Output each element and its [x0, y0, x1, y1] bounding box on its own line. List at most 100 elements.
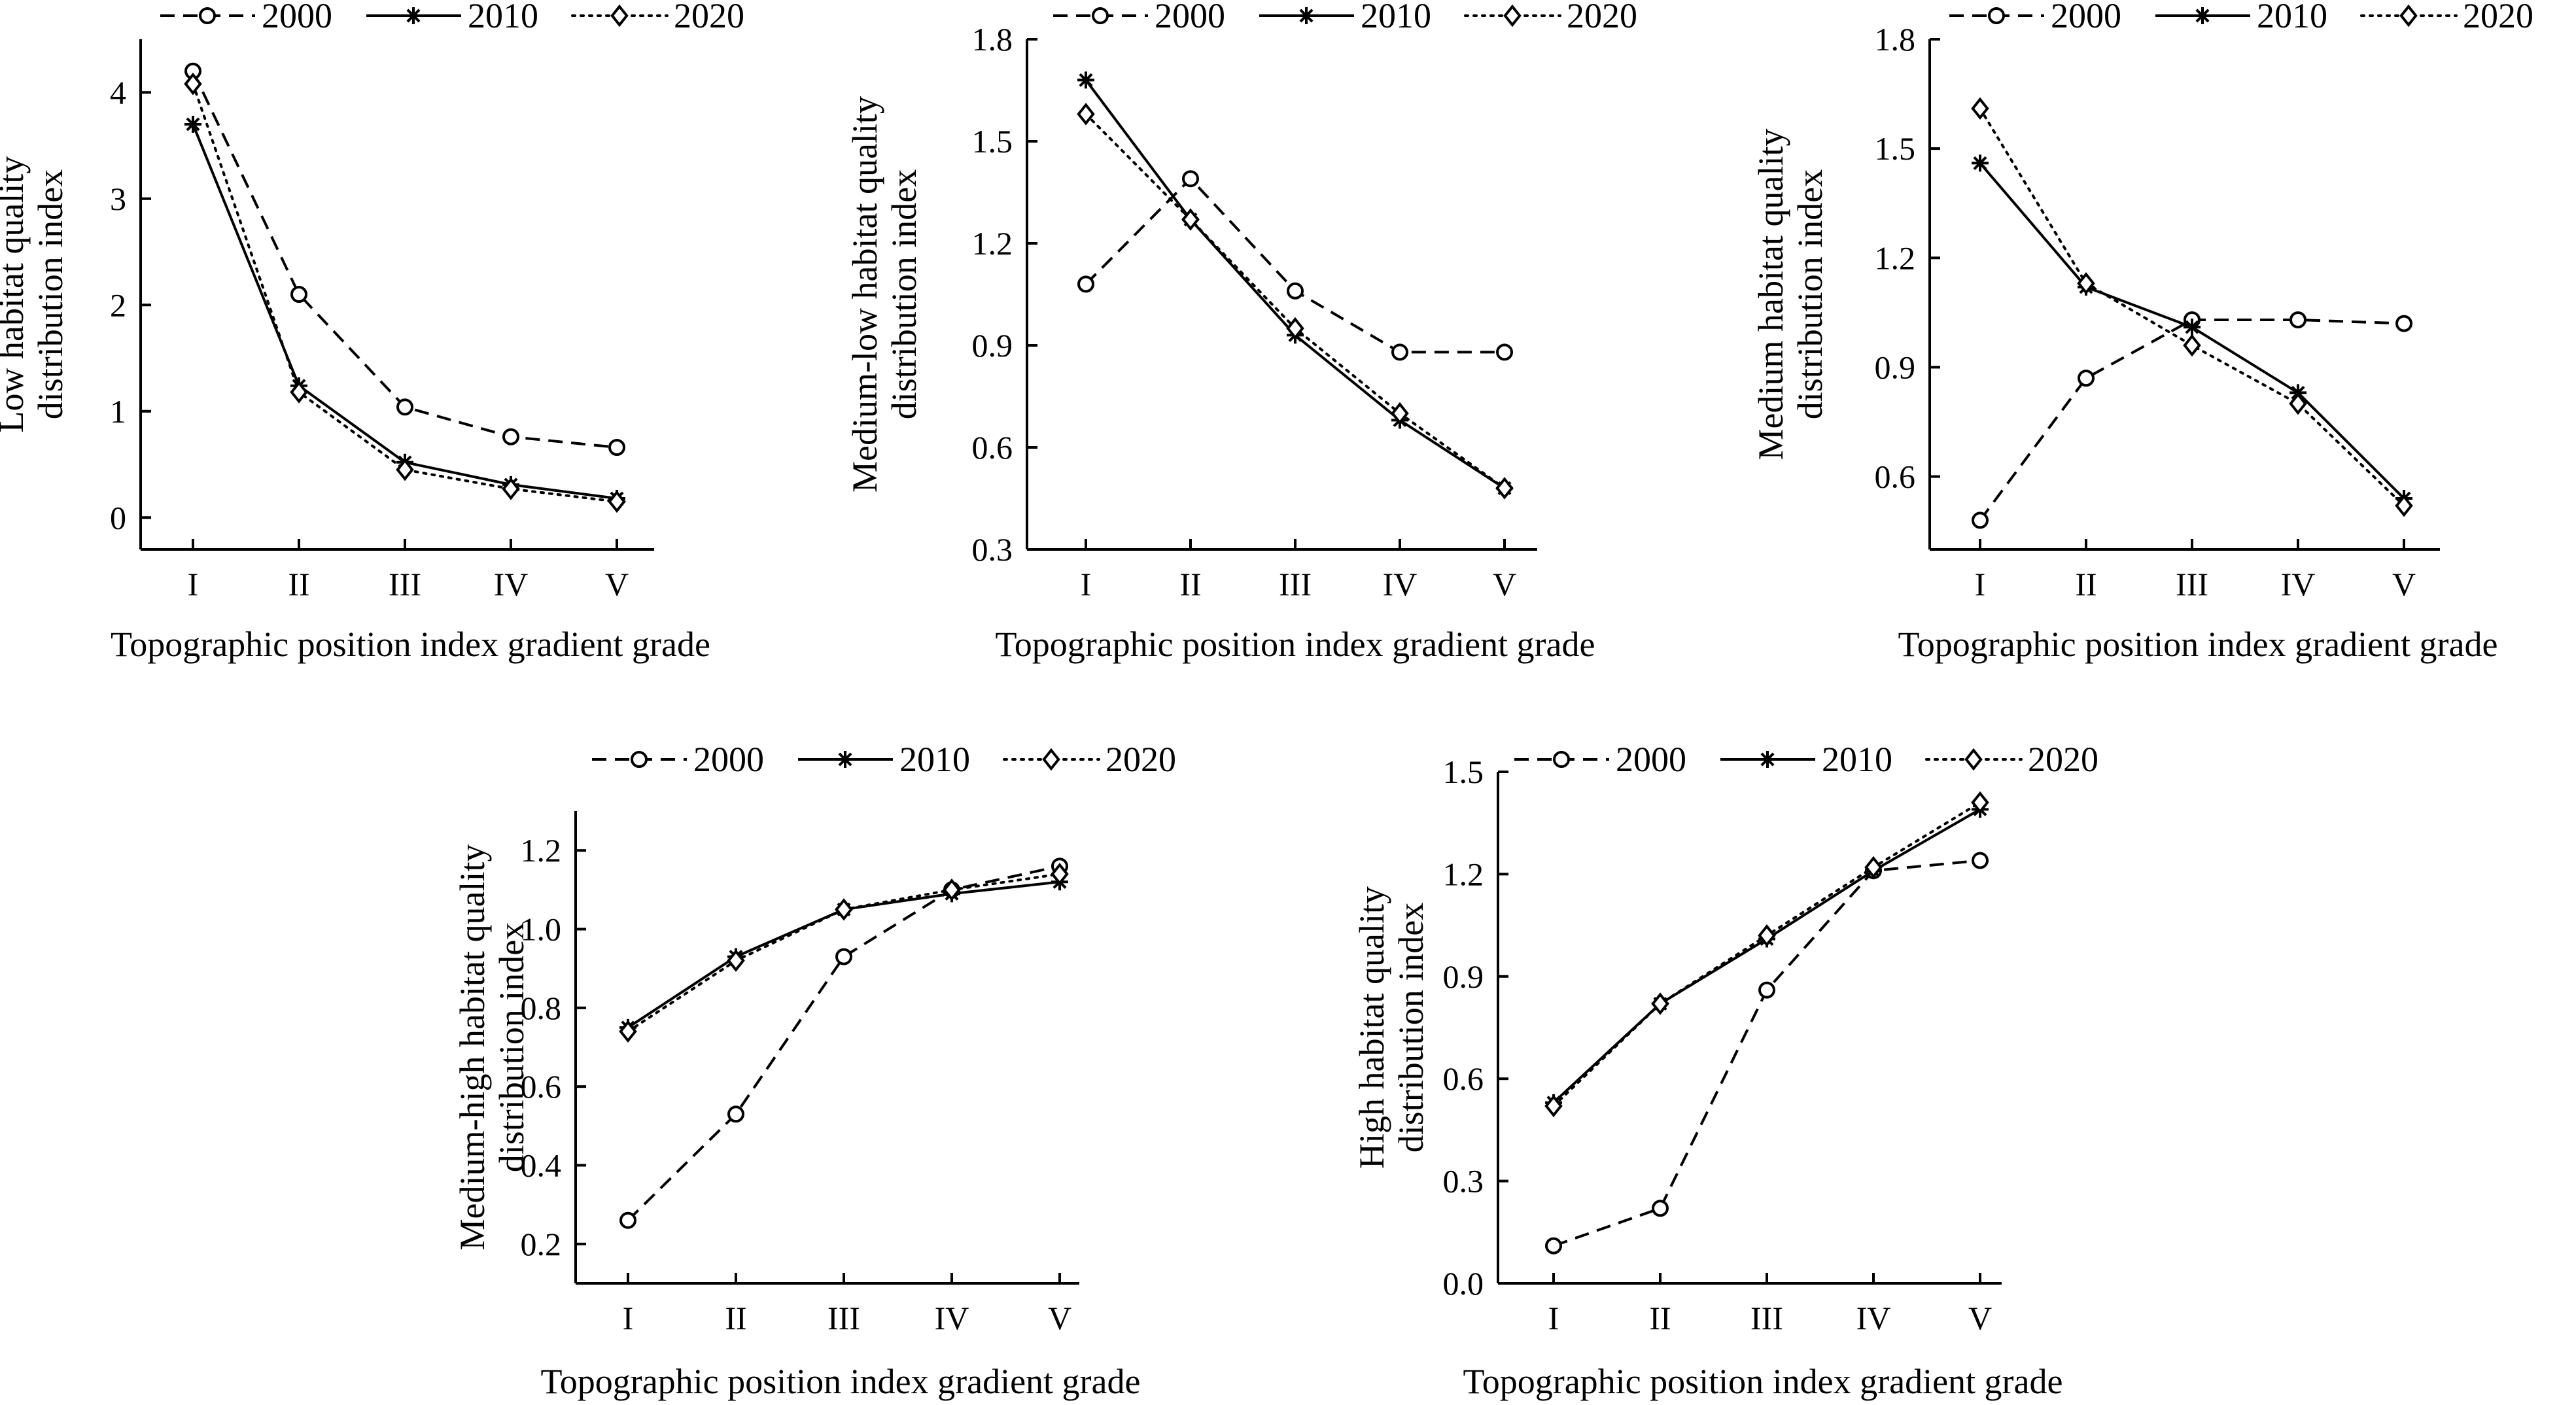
legend-marker-2010	[1298, 7, 1315, 24]
x-tick-label: V	[1048, 1300, 1071, 1336]
x-tick-label: II	[1179, 566, 1201, 602]
data-point-2020	[2077, 272, 2095, 295]
x-tick-label: V	[605, 566, 629, 602]
y-tick-label: 0.8	[521, 990, 562, 1026]
data-point-2000	[619, 1211, 636, 1229]
y-tick-label: 2	[110, 286, 126, 323]
x-tick-label: I	[1081, 566, 1092, 602]
y-tick-label: 0.9	[1443, 958, 1484, 995]
y-axis-title: Medium-high habitat qualitydistribution …	[453, 844, 531, 1251]
x-tick-label: I	[1548, 1300, 1559, 1336]
data-point-2000	[1758, 981, 1775, 999]
data-point-2000	[1652, 1200, 1669, 1217]
data-point-2000	[2078, 370, 2095, 387]
y-axis-title-line: Medium-low habitat quality	[845, 96, 884, 493]
y-tick-label: 1	[110, 393, 126, 430]
series-line-2000	[1553, 859, 1981, 1247]
series-2020	[1544, 791, 1989, 1118]
x-axis-title: Topographic position index gradient grad…	[111, 625, 710, 664]
data-point-2000	[1077, 275, 1094, 293]
y-tick-label: 1.2	[521, 832, 562, 869]
y-tick-label: 0	[110, 499, 126, 536]
data-point-2020	[396, 458, 414, 481]
y-tick-label: 0.9	[972, 327, 1013, 364]
legend-marker-2000	[199, 7, 216, 24]
series-2020	[184, 73, 626, 513]
x-tick-label: V	[1968, 1300, 1992, 1336]
series-line-2020	[1552, 801, 1981, 1107]
x-tick-label: III	[1279, 566, 1312, 602]
x-axis-title: Topographic position index gradient grad…	[1463, 1362, 2063, 1401]
data-point-2020	[1544, 1094, 1563, 1118]
legend: 2000 2010 2020	[1514, 740, 2098, 779]
series-2020	[1971, 97, 2413, 517]
legend-label-2000: 2000	[1155, 0, 1225, 35]
data-point-2000	[1545, 1237, 1562, 1255]
y-axis-title: Low habitat qualitydistribution index	[0, 156, 70, 433]
legend-label-2020: 2020	[1567, 0, 1637, 35]
x-tick-label: I	[623, 1300, 634, 1336]
series-2000	[1545, 852, 1989, 1255]
data-point-2010	[2184, 319, 2201, 336]
y-axis-title-line: distribution index	[492, 922, 531, 1172]
y-tick-label: 1.8	[1875, 21, 1916, 58]
x-tick-label: I	[188, 566, 199, 602]
y-tick-label: 0.6	[1443, 1060, 1484, 1097]
series-2010	[1545, 801, 1989, 1111]
legend-label-2010: 2010	[899, 740, 970, 779]
y-tick-label: 0.9	[1875, 349, 1916, 385]
data-point-2020	[502, 477, 520, 500]
data-point-2020	[1077, 103, 1095, 126]
y-tick-label: 1.2	[1443, 856, 1484, 892]
legend-marker-2000	[1553, 751, 1570, 768]
legend-label-2020: 2020	[2028, 740, 2098, 779]
legend-marker-2020	[2399, 4, 2418, 27]
x-tick-label: V	[1493, 566, 1516, 602]
legend: 2000 2010 2020	[160, 0, 744, 35]
legend: 2000 2010 2020	[1053, 0, 1637, 35]
x-tick-label: IV	[494, 566, 529, 602]
data-point-2020	[2183, 334, 2201, 357]
data-point-2020	[1286, 317, 1304, 340]
y-axis-title-line: Medium habitat quality	[1751, 129, 1790, 460]
data-point-2000	[608, 439, 625, 456]
series-2020	[1077, 103, 1514, 500]
legend-marker-2000	[1092, 7, 1109, 24]
series-line-2020	[1979, 107, 2405, 508]
x-tick-label: II	[288, 566, 309, 602]
data-point-2000	[2395, 315, 2412, 332]
x-tick-label: III	[1750, 1300, 1783, 1336]
x-axis-title: Topographic position index gradient grad…	[996, 625, 1595, 664]
data-point-2000	[835, 948, 852, 965]
series-2010	[1972, 154, 2412, 507]
y-tick-label: 0.3	[1443, 1163, 1484, 1200]
data-point-2020	[1651, 992, 1669, 1015]
data-point-2000	[290, 286, 307, 303]
data-point-2020	[1864, 856, 1883, 879]
y-axis-title-line: Low habitat quality	[0, 156, 31, 433]
x-tick-label: IV	[2281, 566, 2316, 602]
y-tick-label: 0.3	[972, 531, 1013, 568]
legend: 2000 2010 2020	[1949, 0, 2533, 35]
data-point-2020	[835, 898, 853, 921]
legend-label-2020: 2020	[2463, 0, 2533, 35]
series-line-2020	[1085, 113, 1506, 490]
y-tick-label: 0.0	[1443, 1265, 1484, 1302]
data-point-2000	[2289, 311, 2306, 328]
data-point-2020	[2395, 494, 2413, 517]
legend-label-2010: 2010	[468, 0, 538, 35]
series-line-2000	[627, 865, 1060, 1222]
x-tick-label: II	[1649, 1300, 1671, 1336]
legend-label-2000: 2000	[262, 0, 332, 35]
legend-label-2020: 2020	[1105, 740, 1176, 779]
x-tick-label: II	[725, 1300, 746, 1336]
legend-marker-2010	[405, 7, 422, 24]
data-point-2020	[1051, 863, 1069, 886]
data-point-2020	[2289, 392, 2307, 415]
data-point-2020	[619, 1020, 637, 1043]
y-axis-title-line: High habitat quality	[1352, 886, 1391, 1169]
data-point-2020	[1971, 791, 1989, 814]
legend-marker-2000	[1988, 7, 2005, 24]
series-2000	[184, 62, 625, 456]
